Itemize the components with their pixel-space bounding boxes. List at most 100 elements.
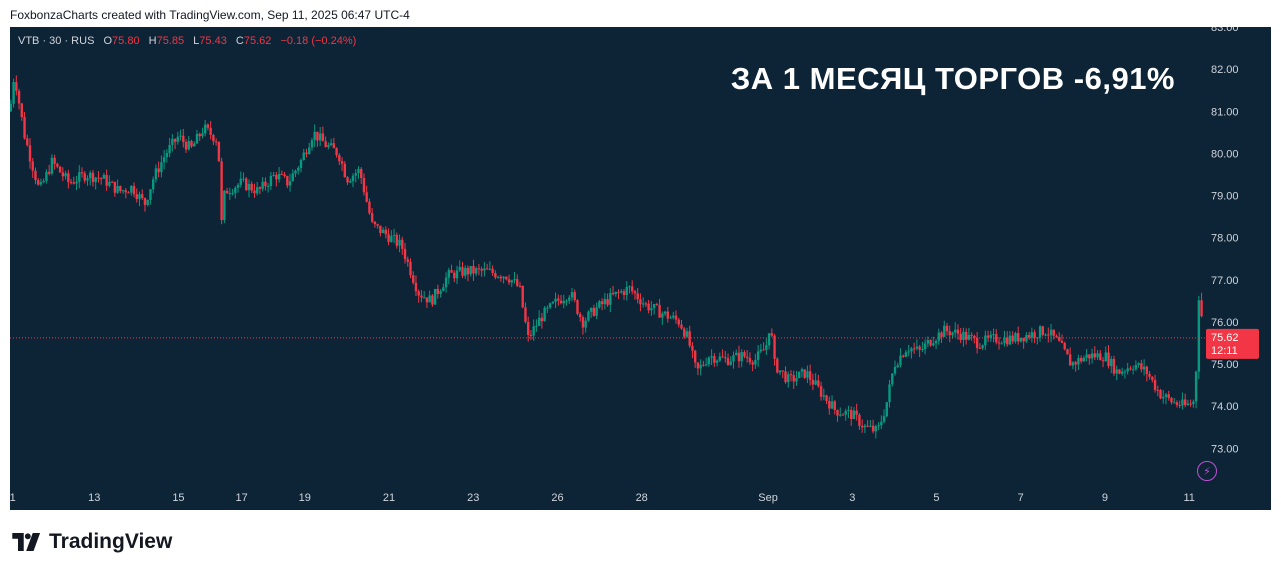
candle-body (258, 187, 262, 189)
candle-body (171, 138, 174, 145)
candle-body (409, 261, 412, 276)
y-tick-label: 75.00 (1211, 359, 1239, 371)
candle-body (1178, 404, 1181, 406)
candle-body (502, 276, 505, 279)
candle-body (770, 333, 774, 336)
candle-body (190, 141, 193, 147)
candle-body (620, 291, 623, 293)
x-tick-label: 17 (235, 492, 247, 504)
candle-body (683, 328, 686, 337)
candle-body (641, 303, 645, 305)
candle-body (956, 329, 960, 334)
candle-body (50, 157, 54, 174)
candle-body (1085, 354, 1088, 358)
candle-body (198, 133, 201, 137)
candle-body (75, 181, 78, 184)
candle-body (37, 180, 40, 185)
x-tick-label: 26 (551, 492, 563, 504)
candle-body (346, 177, 349, 183)
candle-body (663, 311, 667, 314)
candle-body (513, 279, 516, 281)
candle-body (321, 133, 325, 142)
candle-body (784, 371, 787, 383)
candle-body (721, 356, 724, 358)
candle-body (650, 308, 653, 311)
candle-body (10, 103, 13, 112)
candle-body (860, 425, 864, 428)
candle-body (557, 298, 560, 301)
candle-body (1055, 335, 1058, 338)
candle-body (39, 182, 43, 185)
candle-body (480, 268, 483, 271)
candle-body (1126, 368, 1129, 372)
candle-body (907, 351, 910, 353)
candle-body (948, 331, 951, 336)
candle-body (792, 375, 795, 382)
candle-body (830, 401, 834, 409)
candle-body (803, 369, 806, 378)
candle-body (499, 276, 503, 279)
candle-body (173, 138, 177, 142)
candle-body (431, 295, 434, 305)
candle-body (56, 163, 59, 167)
candle-body (1153, 379, 1157, 390)
candle-body (17, 90, 21, 104)
x-tick-label: 15 (172, 492, 184, 504)
candle-body (1159, 390, 1162, 399)
candle-body (880, 421, 883, 426)
candle-body (316, 131, 319, 141)
candle-body (518, 285, 522, 287)
y-tick-label: 82.00 (1211, 64, 1239, 76)
y-tick-label: 73.00 (1211, 443, 1239, 455)
candle-body (491, 268, 494, 274)
candle-body (31, 161, 34, 171)
candle-body (26, 138, 29, 146)
candle-body (392, 234, 396, 236)
candle-body (203, 124, 207, 134)
candle-body (724, 357, 727, 359)
x-tick-label: 23 (467, 492, 479, 504)
y-tick-label: 79.00 (1211, 191, 1239, 203)
candle-body (209, 127, 212, 136)
candle-body (699, 364, 702, 369)
candle-body (1074, 362, 1077, 365)
candle-body (696, 362, 700, 369)
candle-body (242, 178, 245, 180)
y-tick-label: 81.00 (1211, 106, 1239, 118)
candle-body (83, 173, 86, 181)
candle-body (904, 352, 908, 357)
candle-body (921, 349, 924, 351)
candle-body (433, 288, 437, 305)
candle-body (984, 335, 987, 346)
candle-body (776, 358, 779, 373)
price-chart[interactable]: 73.00 74.00 75.00 76.00 77.00 78.00 79.00 80.00… (10, 27, 1271, 510)
candle-body (1200, 300, 1203, 317)
candle-body (1011, 335, 1014, 342)
candle-body (981, 345, 984, 349)
candle-body (510, 280, 513, 283)
candle-body (1148, 373, 1151, 377)
candle-body (130, 185, 133, 193)
candle-body (390, 235, 393, 242)
x-tick-label: 3 (849, 492, 855, 504)
candle-body (99, 178, 103, 180)
candle-body (357, 168, 360, 174)
candle-body (1181, 399, 1184, 406)
candle-body (975, 337, 979, 348)
candle-body (67, 173, 70, 183)
candle-body (1194, 371, 1198, 402)
lightning-icon[interactable]: ⚡ (1197, 461, 1217, 481)
candle-body (926, 340, 930, 344)
candle-body (1088, 354, 1091, 359)
candle-body (882, 416, 886, 422)
candle-body (923, 343, 927, 350)
candle-body (417, 291, 420, 296)
candle-body (844, 410, 847, 415)
candle-body (483, 268, 486, 271)
candle-body (756, 351, 760, 361)
legend-close-label: C (235, 35, 244, 47)
legend-symbol[interactable]: VTB · 30 · RUS (18, 35, 95, 47)
candle-body (214, 141, 218, 143)
candle-body (877, 425, 880, 427)
candle-body (754, 360, 757, 365)
